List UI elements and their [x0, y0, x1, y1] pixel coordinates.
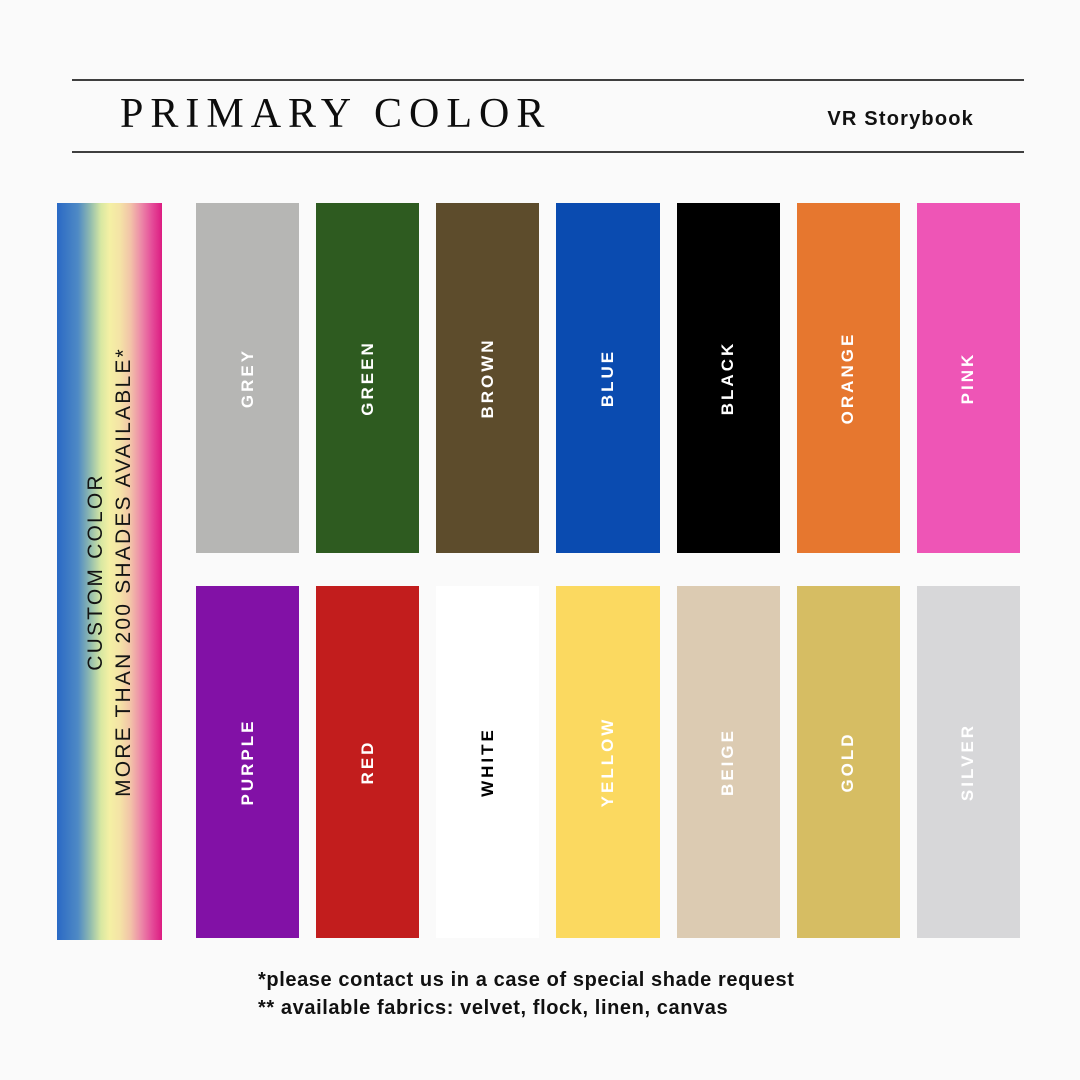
swatch-orange: ORANGE: [796, 203, 900, 553]
swatch-green: GREEN: [316, 203, 420, 553]
swatch-gold: GOLD: [796, 586, 900, 938]
swatch-label: RED: [357, 739, 377, 785]
swatch-white: WHITE: [436, 586, 540, 938]
brand-name: VR Storybook: [827, 108, 974, 130]
swatch-brown: BROWN: [436, 203, 540, 553]
swatch-label: SILVER: [958, 722, 978, 802]
swatch-beige: BEIGE: [676, 586, 780, 938]
footnote-fabrics: ** available fabrics: velvet, flock, lin…: [258, 997, 729, 1019]
swatch-label: BLUE: [597, 348, 617, 408]
swatch-purple: PURPLE: [196, 586, 300, 938]
swatch-silver: SILVER: [916, 586, 1020, 938]
header-top-rule: [72, 79, 1024, 81]
custom-color-gradient-bar: CUSTOM COLOR MORE THAN 200 SHADES AVAILA…: [57, 203, 162, 940]
header-bottom-rule: [72, 151, 1024, 153]
custom-bar-line2: MORE THAN 200 SHADES AVAILABLE*: [111, 346, 135, 797]
swatch-blue: BLUE: [556, 203, 660, 553]
swatch-black: BLACK: [676, 203, 780, 553]
swatch-label: GOLD: [838, 731, 858, 793]
footnotes: *please contact us in a case of special …: [258, 966, 794, 1022]
swatch-label: BLACK: [718, 340, 738, 416]
swatch-label: PURPLE: [237, 718, 257, 806]
swatch-yellow: YELLOW: [556, 586, 660, 938]
swatch-grey: GREY: [196, 203, 300, 553]
swatch-grid: GREY GREEN BROWN BLUE BLACK ORANGE PINK …: [196, 203, 1020, 940]
swatch-label: YELLOW: [597, 716, 617, 808]
custom-bar-line1: CUSTOM COLOR: [83, 472, 107, 671]
page-title: PRIMARY COLOR: [120, 91, 552, 137]
swatch-label: PINK: [958, 351, 978, 405]
swatch-label: BROWN: [477, 337, 497, 419]
swatch-red: RED: [316, 586, 420, 938]
swatch-label: WHITE: [477, 727, 497, 797]
swatch-label: GREY: [237, 347, 257, 409]
custom-bar-text: CUSTOM COLOR MORE THAN 200 SHADES AVAILA…: [82, 347, 138, 797]
swatch-label: ORANGE: [838, 331, 858, 425]
swatch-label: GREEN: [357, 340, 377, 416]
swatch-label: BEIGE: [718, 728, 738, 796]
footnote-special-shade: *please contact us in a case of special …: [258, 969, 795, 991]
swatch-pink: PINK: [916, 203, 1020, 553]
